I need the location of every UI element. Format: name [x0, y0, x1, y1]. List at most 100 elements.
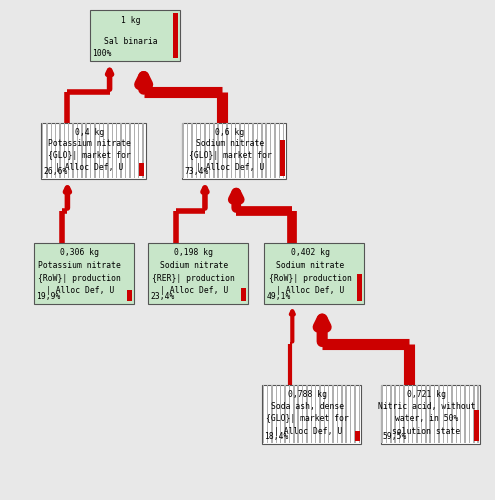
- Text: {RoW}| production: {RoW}| production: [38, 274, 121, 282]
- Bar: [279, 123, 280, 178]
- Bar: [315, 385, 316, 443]
- Text: 19,9%: 19,9%: [36, 292, 60, 301]
- Text: Sodium nitrate: Sodium nitrate: [276, 260, 344, 270]
- Bar: [42, 123, 43, 178]
- Bar: [460, 385, 461, 443]
- Bar: [217, 123, 219, 178]
- Text: 0,402 kg: 0,402 kg: [291, 248, 330, 257]
- Text: 0,4 kg: 0,4 kg: [75, 128, 104, 136]
- Bar: [125, 123, 126, 178]
- Bar: [337, 385, 338, 443]
- Bar: [284, 385, 286, 443]
- Bar: [120, 123, 122, 178]
- Bar: [264, 242, 364, 304]
- Bar: [289, 385, 290, 443]
- Bar: [271, 385, 273, 443]
- Text: 59,5%: 59,5%: [383, 432, 407, 440]
- Bar: [191, 123, 193, 178]
- Bar: [386, 385, 387, 443]
- Bar: [265, 123, 267, 178]
- Bar: [204, 123, 206, 178]
- Bar: [261, 123, 262, 178]
- Bar: [139, 163, 144, 176]
- Bar: [381, 385, 383, 443]
- Bar: [138, 123, 139, 178]
- Bar: [451, 385, 453, 443]
- Bar: [187, 123, 188, 178]
- Bar: [390, 385, 392, 443]
- Text: 23,4%: 23,4%: [150, 292, 174, 301]
- Bar: [447, 385, 448, 443]
- Bar: [430, 385, 431, 443]
- Text: 26,6%: 26,6%: [43, 167, 68, 176]
- Bar: [235, 123, 236, 178]
- Bar: [209, 123, 210, 178]
- Bar: [94, 123, 96, 178]
- Bar: [333, 385, 334, 443]
- Bar: [241, 288, 246, 301]
- Bar: [358, 385, 360, 443]
- Text: Sodium nitrate: Sodium nitrate: [196, 140, 264, 148]
- Text: water, in 50%: water, in 50%: [395, 414, 458, 424]
- Bar: [395, 385, 396, 443]
- Text: Sodium nitrate: Sodium nitrate: [159, 260, 228, 270]
- Bar: [222, 123, 223, 178]
- Text: Soda ash, dense: Soda ash, dense: [271, 402, 344, 411]
- Bar: [443, 385, 444, 443]
- Text: solution state: solution state: [393, 426, 461, 436]
- Bar: [77, 123, 78, 178]
- Bar: [231, 123, 232, 178]
- Bar: [474, 410, 479, 440]
- Bar: [59, 123, 61, 178]
- Bar: [134, 123, 135, 178]
- Bar: [324, 385, 325, 443]
- Bar: [473, 385, 475, 443]
- Bar: [302, 385, 303, 443]
- Bar: [357, 274, 362, 301]
- Bar: [280, 140, 285, 176]
- Bar: [257, 123, 258, 178]
- Text: 0,721 kg: 0,721 kg: [407, 390, 446, 399]
- Bar: [274, 123, 276, 178]
- Bar: [455, 385, 457, 443]
- Bar: [252, 123, 254, 178]
- Bar: [425, 385, 427, 443]
- Bar: [68, 123, 69, 178]
- Text: | Alloc Def, U: | Alloc Def, U: [276, 286, 344, 296]
- Bar: [248, 123, 249, 178]
- Bar: [276, 385, 277, 443]
- Text: Potassium nitrate: Potassium nitrate: [38, 260, 121, 270]
- Bar: [319, 385, 321, 443]
- Bar: [183, 123, 184, 178]
- Bar: [328, 385, 330, 443]
- Bar: [72, 123, 74, 178]
- Text: 100%: 100%: [92, 50, 111, 58]
- Text: {GLO}| market for: {GLO}| market for: [189, 151, 271, 160]
- Bar: [403, 385, 405, 443]
- Bar: [350, 385, 351, 443]
- Bar: [99, 123, 100, 178]
- Bar: [34, 242, 134, 304]
- Bar: [213, 123, 214, 178]
- Bar: [42, 122, 146, 179]
- Bar: [148, 242, 248, 304]
- Text: | Alloc Def, U: | Alloc Def, U: [159, 286, 228, 296]
- Bar: [478, 385, 479, 443]
- Bar: [50, 123, 52, 178]
- Bar: [346, 385, 347, 443]
- Bar: [226, 123, 228, 178]
- Bar: [116, 123, 117, 178]
- Bar: [434, 385, 435, 443]
- Text: 18,4%: 18,4%: [264, 432, 289, 440]
- Bar: [81, 123, 83, 178]
- Bar: [355, 431, 360, 440]
- Bar: [196, 123, 197, 178]
- Bar: [262, 385, 264, 443]
- Bar: [306, 385, 308, 443]
- Bar: [90, 10, 180, 62]
- Bar: [267, 385, 268, 443]
- Bar: [244, 123, 245, 178]
- Text: {RoW}| production: {RoW}| production: [269, 274, 351, 282]
- Bar: [293, 385, 295, 443]
- Bar: [283, 123, 284, 178]
